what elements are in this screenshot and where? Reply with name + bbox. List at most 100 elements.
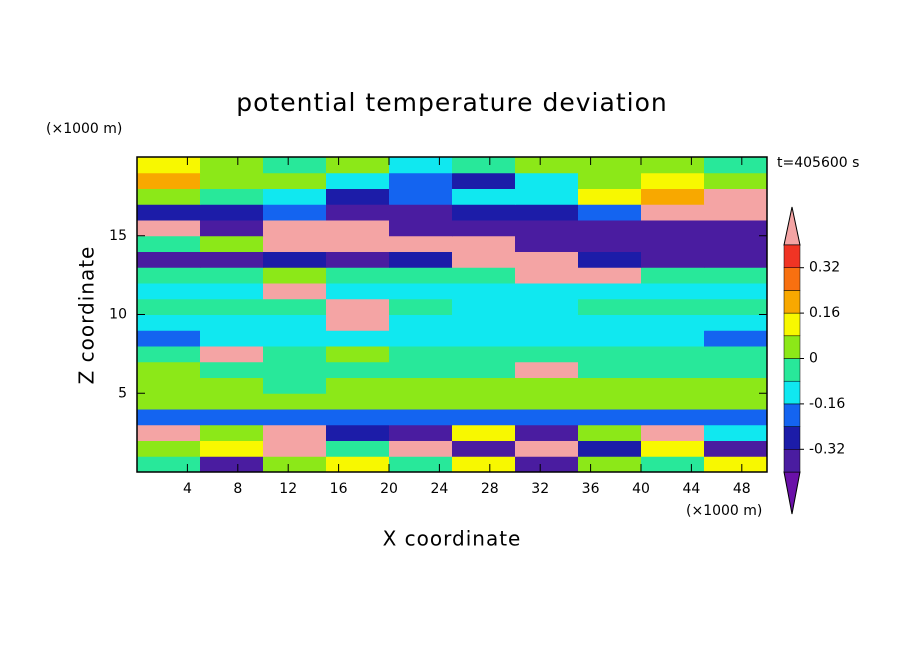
cell [704,251,768,268]
cell [326,456,390,473]
chart-title: potential temperature deviation [236,88,667,117]
colorbar: -0.32 -0.16 0 0.16 0.32 [783,206,845,515]
cell [704,235,768,252]
cell [515,314,579,331]
cell [389,330,453,347]
cell [515,204,579,221]
cell [389,346,453,363]
colorbar-arrow-low [783,471,801,515]
cell [137,251,201,268]
y-tick-label: 10 [109,307,127,323]
cell [452,409,516,426]
cell [515,220,579,237]
cell [704,456,768,473]
x-tick-label: 36 [582,481,600,497]
cell [515,298,579,315]
cell [452,440,516,457]
cell [200,424,264,441]
x-tick-label: 48 [733,481,751,497]
cell [137,267,201,284]
cell [515,172,579,189]
x-tick-label: 12 [279,481,297,497]
cell [137,157,201,174]
cell [704,330,768,347]
cell [137,393,201,410]
cell [515,409,579,426]
cell [704,267,768,284]
cell [515,157,579,174]
cell [200,409,264,426]
cell [200,204,264,221]
cell [263,346,327,363]
cell [263,377,327,394]
cell [326,235,390,252]
cell [452,172,516,189]
cell [326,204,390,221]
cell [641,283,705,300]
cell [515,440,579,457]
cell [200,346,264,363]
cell [578,235,642,252]
cell [704,393,768,410]
cell [137,409,201,426]
cell [641,361,705,378]
cell [200,330,264,347]
cell [452,157,516,174]
cell [137,298,201,315]
cell [326,377,390,394]
cell [326,298,390,315]
cell [137,172,201,189]
cell [200,157,264,174]
cell [578,251,642,268]
cell [137,283,201,300]
cell [515,235,579,252]
cell [641,157,705,174]
cell [452,424,516,441]
colorbar-band [783,312,801,337]
cell [515,330,579,347]
cell [200,188,264,205]
x-tick-label: 16 [330,481,348,497]
x-tick-label: 28 [481,481,499,497]
cell [452,235,516,252]
colorbar-band [783,244,801,268]
cell [578,346,642,363]
cell [263,361,327,378]
cell [515,251,579,268]
cell [263,235,327,252]
cell [641,267,705,284]
cell [137,314,201,331]
cell [389,298,453,315]
cell [578,456,642,473]
cell [704,172,768,189]
x-tick-label: 24 [430,481,448,497]
cell [137,204,201,221]
cell [200,298,264,315]
cell [641,298,705,315]
cell [326,346,390,363]
cell [200,361,264,378]
cell [515,361,579,378]
cell [704,283,768,300]
cell [578,393,642,410]
cell [515,283,579,300]
cell [452,393,516,410]
cell [704,204,768,221]
cell [200,267,264,284]
cell [326,220,390,237]
cell [389,314,453,331]
cell [263,456,327,473]
time-label: t=405600 s [777,155,859,171]
colorbar-band [783,335,801,359]
cell [326,188,390,205]
cell [452,314,516,331]
cell [641,346,705,363]
cell [452,188,516,205]
cell [578,330,642,347]
cell [641,204,705,221]
cell [263,267,327,284]
cell [326,330,390,347]
cell [137,235,201,252]
cell [515,267,579,284]
colorbar-tick-label: 0 [809,351,818,367]
